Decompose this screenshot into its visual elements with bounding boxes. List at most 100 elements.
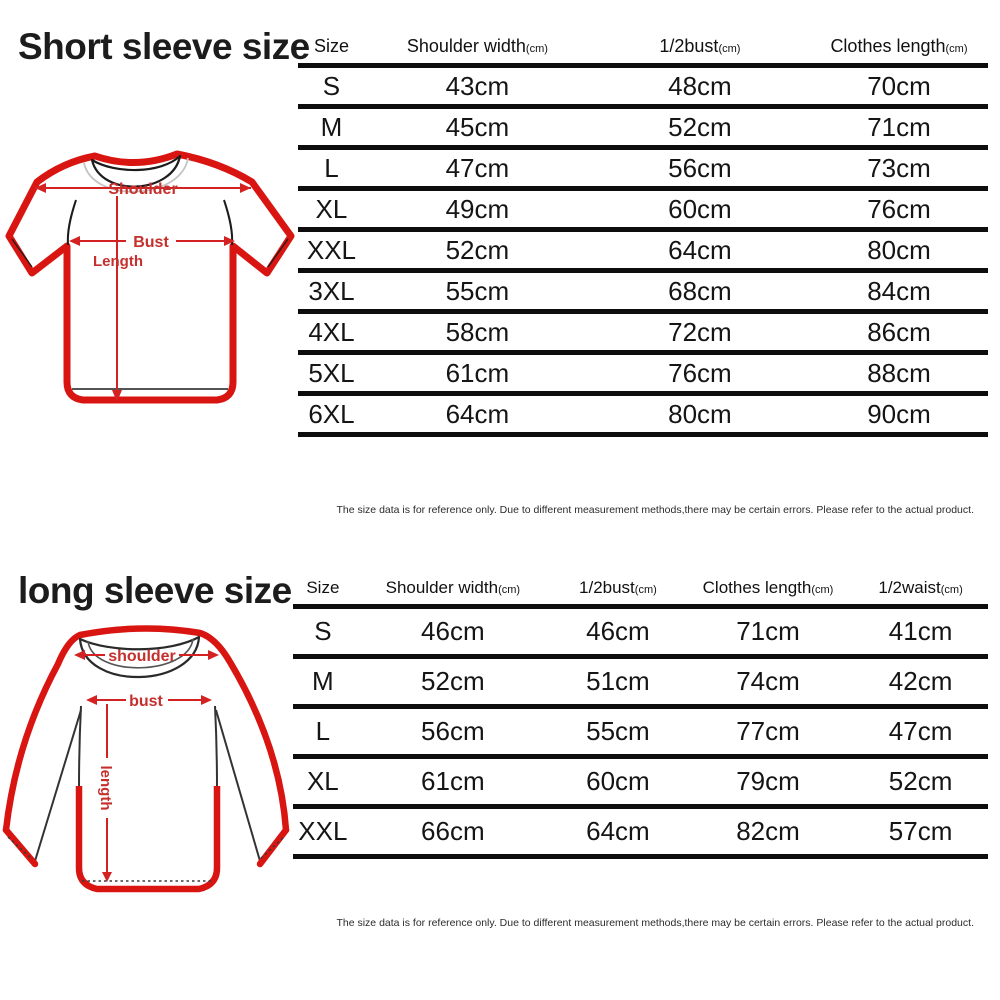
col-header-shoulder-width: Shoulder width(cm) [385,578,521,597]
shoulder-width-cell: 56cm [421,716,485,746]
tshirt-outline [5,150,295,404]
shoulder-measure-label: shoulder [108,648,176,665]
col-header-clothes-length: Clothes length(cm) [830,36,968,56]
size-cell: 5XL [308,357,355,388]
col-header-size: Size [313,36,349,56]
shoulder-width-cell: 58cm [445,316,510,347]
half-waist-cell: 42cm [888,666,953,696]
collar-inner-line [87,638,194,669]
right-sleeve-edge-line [267,238,289,268]
half-bust-cell: 51cm [586,666,650,696]
left-underarm-seam [66,199,77,246]
half-waist-cell: 57cm [888,816,953,846]
size-cell: XXL [298,816,348,846]
clothes-length-cell: 80cm [867,234,931,265]
length-arrowhead [102,872,112,882]
half-bust-cell: 68cm [668,275,732,306]
size-cell: 4XL [308,316,355,347]
lower-body-outline-red [75,786,221,893]
half-waist-cell: 52cm [888,766,953,796]
col-header-half-bust: 1/2bust(cm) [579,578,657,597]
bust-arrowhead-right [201,695,212,705]
left-cuff-edge [2,826,39,868]
half-bust-cell: 46cm [586,616,650,646]
table-row: 6XL 64cm 80cm 90cm [298,393,988,435]
half-bust-cell: 72cm [668,316,732,347]
table-row: L 56cm 55cm 77cm 47cm [293,706,988,757]
size-cell: L [324,152,339,183]
table-row: XL 49cm 60cm 76cm [298,188,988,230]
bust-arrowhead-left [86,695,97,705]
left-body-side-line [78,705,82,789]
half-bust-cell: 52cm [668,111,732,142]
table-row: XXL 66cm 64cm 82cm 57cm [293,806,988,857]
half-bust-cell: 60cm [668,193,732,224]
bust-arrowhead-right [224,236,235,246]
table-row: L 47cm 56cm 73cm [298,147,988,189]
header-row: Size Shoulder width(cm) 1/2bust(cm) Clot… [298,36,988,66]
right-sleeve-inner-edge [215,709,261,862]
shoulder-arrowhead-right [240,183,251,193]
clothes-length-cell: 86cm [867,316,931,347]
shoulder-width-cell: 46cm [421,616,485,646]
length-arrowhead [112,390,122,402]
size-cell: S [322,70,341,101]
col-header-size: Size [306,578,340,597]
size-cell: M [320,111,343,142]
clothes-length-cell: 71cm [867,111,931,142]
table-row: S 43cm 48cm 70cm [298,65,988,107]
half-bust-cell: 80cm [668,398,732,429]
bust-measure-label: Bust [133,234,169,251]
shoulder-arrowhead-right [208,650,219,660]
size-cell: S [314,616,332,646]
half-waist-cell: 41cm [888,616,953,646]
header-row: Size Shoulder width(cm) 1/2bust(cm) Clot… [293,578,988,607]
table-row: XL 61cm 60cm 79cm 52cm [293,756,988,807]
shoulder-width-cell: 61cm [445,357,510,388]
table-row: 3XL 55cm 68cm 84cm [298,270,988,312]
collar-shape [78,635,201,679]
half-bust-cell: 56cm [668,152,732,183]
long-sleeve-disclaimer: The size data is for reference only. Due… [336,917,974,929]
clothes-length-cell: 82cm [736,816,800,846]
shoulder-width-cell: 66cm [421,816,485,846]
collar-echo-line [83,157,189,193]
size-cell: M [312,666,334,696]
size-cell: XXL [306,234,357,265]
half-bust-cell: 64cm [668,234,732,265]
clothes-length-cell: 77cm [736,716,800,746]
left-sleeve-inner-edge [34,709,82,862]
clothes-length-cell: 76cm [867,193,931,224]
col-header-shoulder-width: Shoulder width(cm) [406,36,548,56]
size-cell: 3XL [308,275,355,306]
shoulder-width-cell: 49cm [445,193,510,224]
table-row: M 45cm 52cm 71cm [298,106,988,148]
length-measure-label: Length [93,253,143,270]
clothes-length-cell: 74cm [736,666,800,696]
shoulder-width-cell: 52cm [445,234,510,265]
shoulder-width-cell: 52cm [421,666,485,696]
col-header-clothes-length: Clothes length(cm) [702,578,834,597]
col-header-half-waist: 1/2waist(cm) [878,578,963,597]
size-cell: 6XL [308,398,355,429]
half-bust-cell: 76cm [668,357,732,388]
long-sleeve-size-table: Size Shoulder width(cm) 1/2bust(cm) Clot… [293,578,988,859]
shoulder-arrowhead-left [74,650,85,660]
clothes-length-cell: 90cm [867,398,931,429]
table-row: M 52cm 51cm 74cm 42cm [293,656,988,707]
collar-shape [90,154,182,188]
shirt-outline-red-top [2,625,290,834]
clothes-length-cell: 79cm [736,766,800,796]
shoulder-width-cell: 45cm [445,111,510,142]
shoulder-measure-label: Shoulder [108,181,177,198]
clothes-length-cell: 71cm [736,616,800,646]
long-sleeve-title: long sleeve size [18,570,292,611]
table-row: XXL 52cm 64cm 80cm [298,229,988,271]
table-row: 5XL 61cm 76cm 88cm [298,352,988,394]
clothes-length-cell: 73cm [867,152,931,183]
bust-arrowhead-left [69,236,80,246]
shoulder-width-cell: 55cm [445,275,510,306]
clothes-length-cell: 84cm [867,275,931,306]
size-cell: XL [315,193,348,224]
